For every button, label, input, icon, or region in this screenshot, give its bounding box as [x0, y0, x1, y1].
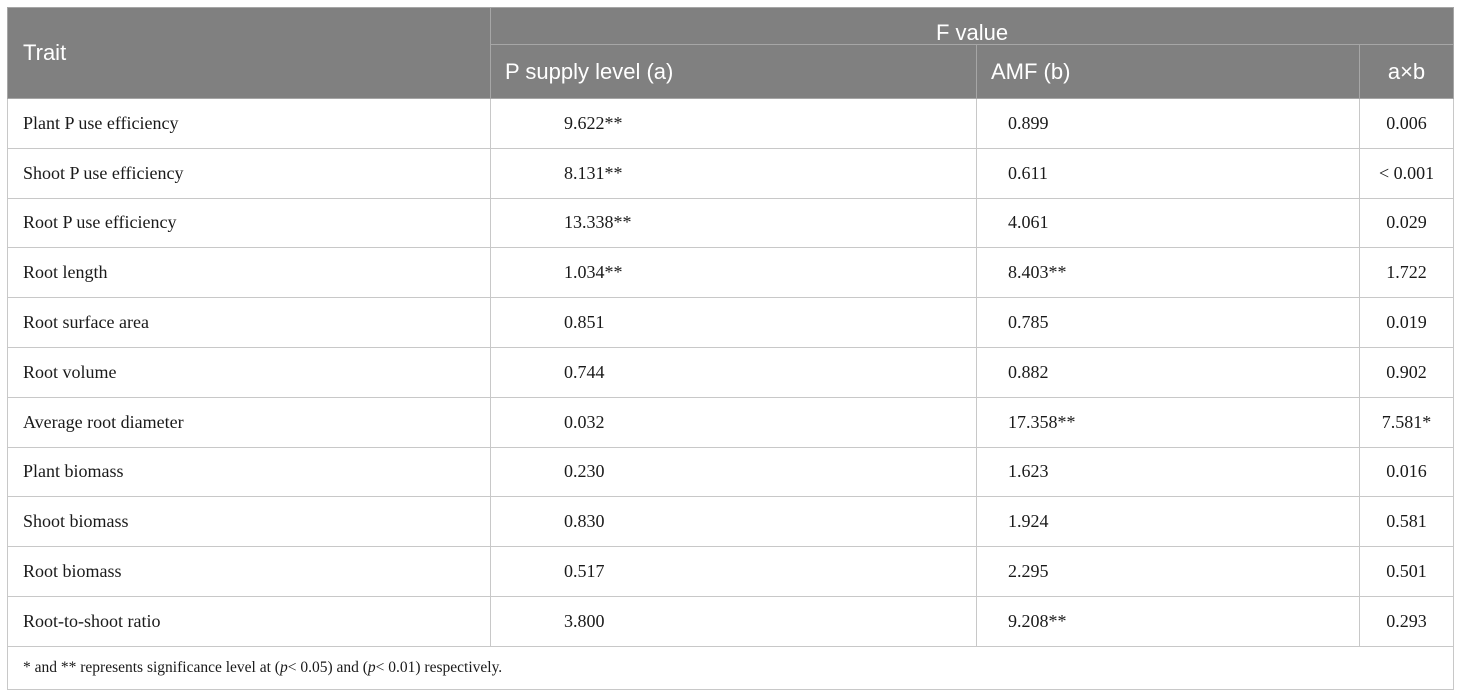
interaction-value-cell: 0.016 — [1358, 446, 1455, 498]
footnote-text-3: < 0.01) respectively. — [375, 658, 503, 676]
footnote-text-2: < 0.05) and ( — [287, 658, 368, 676]
trait-column-header: Trait — [7, 7, 491, 99]
table-row: Plant P use efficiency 9.622** 0.899 0.006 — [7, 98, 1455, 149]
trait-cell: Root length — [7, 247, 491, 299]
amf-value-cell: 1.924 — [976, 496, 1360, 548]
interaction-column-header: a×b — [1358, 44, 1455, 99]
amf-value-cell: 1.623 — [976, 446, 1360, 498]
amf-value-cell: 0.899 — [976, 98, 1360, 149]
amf-value-cell: 8.403** — [976, 247, 1360, 299]
p-supply-value-cell: 0.230 — [490, 446, 977, 498]
interaction-value-cell: 7.581* — [1358, 396, 1455, 448]
interaction-value-cell: 0.581 — [1358, 496, 1455, 548]
interaction-value-cell: 0.019 — [1358, 297, 1455, 348]
interaction-value-cell: 0.029 — [1358, 197, 1455, 249]
header-row-columns: P supply level (a) AMF (b) a×b — [8, 44, 1455, 99]
amf-value-cell: 0.882 — [976, 346, 1360, 398]
p-supply-value-cell: 0.032 — [490, 396, 977, 448]
amf-value-cell: 0.785 — [976, 297, 1360, 348]
amf-value-cell: 4.061 — [976, 197, 1360, 249]
footnote-p-symbol-1: p — [279, 658, 288, 676]
interaction-value-cell: 1.722 — [1358, 247, 1455, 299]
p-supply-value-cell: 0.517 — [490, 546, 977, 597]
p-supply-value-cell: 8.131** — [490, 147, 977, 199]
p-supply-value-cell: 0.830 — [490, 496, 977, 548]
footnote: * and ** represents significance level a… — [6, 645, 1455, 690]
amf-value-cell: 9.208** — [976, 595, 1360, 647]
table-row: Plant biomass 0.230 1.623 0.016 — [7, 446, 1455, 498]
trait-cell: Shoot biomass — [7, 496, 491, 548]
table-row: Root volume 0.744 0.882 0.902 — [7, 346, 1455, 398]
trait-cell: Root surface area — [7, 297, 491, 348]
trait-cell: Root biomass — [7, 546, 491, 597]
interaction-value-cell: < 0.001 — [1358, 147, 1455, 199]
amf-column-header: AMF (b) — [976, 44, 1360, 99]
p-supply-value-cell: 13.338** — [490, 197, 977, 249]
table-header: Trait F value P supply level (a) AMF (b)… — [7, 7, 1455, 99]
footnote-text-1: * and ** represents significance level a… — [23, 658, 280, 676]
footnote-row: * and ** represents significance level a… — [6, 645, 1455, 690]
f-value-group-header: F value — [489, 7, 1455, 45]
p-supply-value-cell: 1.034** — [490, 247, 977, 299]
interaction-value-cell: 0.293 — [1358, 595, 1455, 647]
p-supply-value-cell: 3.800 — [490, 595, 977, 647]
amf-value-cell: 17.358** — [976, 396, 1360, 448]
trait-cell: Plant P use efficiency — [7, 98, 491, 149]
table-row: Root P use efficiency 13.338** 4.061 0.029 — [7, 197, 1455, 249]
anova-table: Trait F value P supply level (a) AMF (b)… — [6, 7, 1455, 690]
footnote-p-symbol-2: p — [367, 658, 376, 676]
table-row: Shoot P use efficiency 8.131** 0.611 < 0.00… — [7, 147, 1455, 199]
table-body: Plant P use efficiency 9.622** 0.899 0.006 S… — [7, 98, 1455, 647]
header-row-group: Trait F value — [7, 7, 1455, 99]
interaction-value-cell: 0.501 — [1358, 546, 1455, 597]
table-row: Root length 1.034** 8.403** 1.722 — [7, 247, 1455, 299]
interaction-value-cell: 0.902 — [1358, 346, 1455, 398]
anova-table-container: Trait F value P supply level (a) AMF (b)… — [6, 7, 1455, 690]
trait-cell: Root volume — [7, 346, 491, 398]
table-footer: * and ** represents significance level a… — [6, 645, 1455, 690]
trait-cell: Average root diameter — [7, 396, 491, 448]
table-row: Root-to-shoot ratio 3.800 9.208** 0.293 — [7, 595, 1455, 647]
table-row: Shoot biomass 0.830 1.924 0.581 — [7, 496, 1455, 548]
trait-cell: Shoot P use efficiency — [7, 147, 491, 199]
trait-cell: Plant biomass — [7, 446, 491, 498]
table-row: Root surface area 0.851 0.785 0.019 — [7, 297, 1455, 348]
amf-value-cell: 0.611 — [976, 147, 1360, 199]
table-row: Root biomass 0.517 2.295 0.501 — [7, 546, 1455, 597]
table-row: Average root diameter 0.032 17.358** 7.581* — [7, 396, 1455, 448]
interaction-value-cell: 0.006 — [1358, 98, 1455, 149]
amf-value-cell: 2.295 — [976, 546, 1360, 597]
p-supply-column-header: P supply level (a) — [490, 44, 977, 99]
trait-cell: Root P use efficiency — [7, 197, 491, 249]
p-supply-value-cell: 9.622** — [490, 98, 977, 149]
p-supply-value-cell: 0.744 — [490, 346, 977, 398]
trait-cell: Root-to-shoot ratio — [7, 595, 491, 647]
p-supply-value-cell: 0.851 — [490, 297, 977, 348]
